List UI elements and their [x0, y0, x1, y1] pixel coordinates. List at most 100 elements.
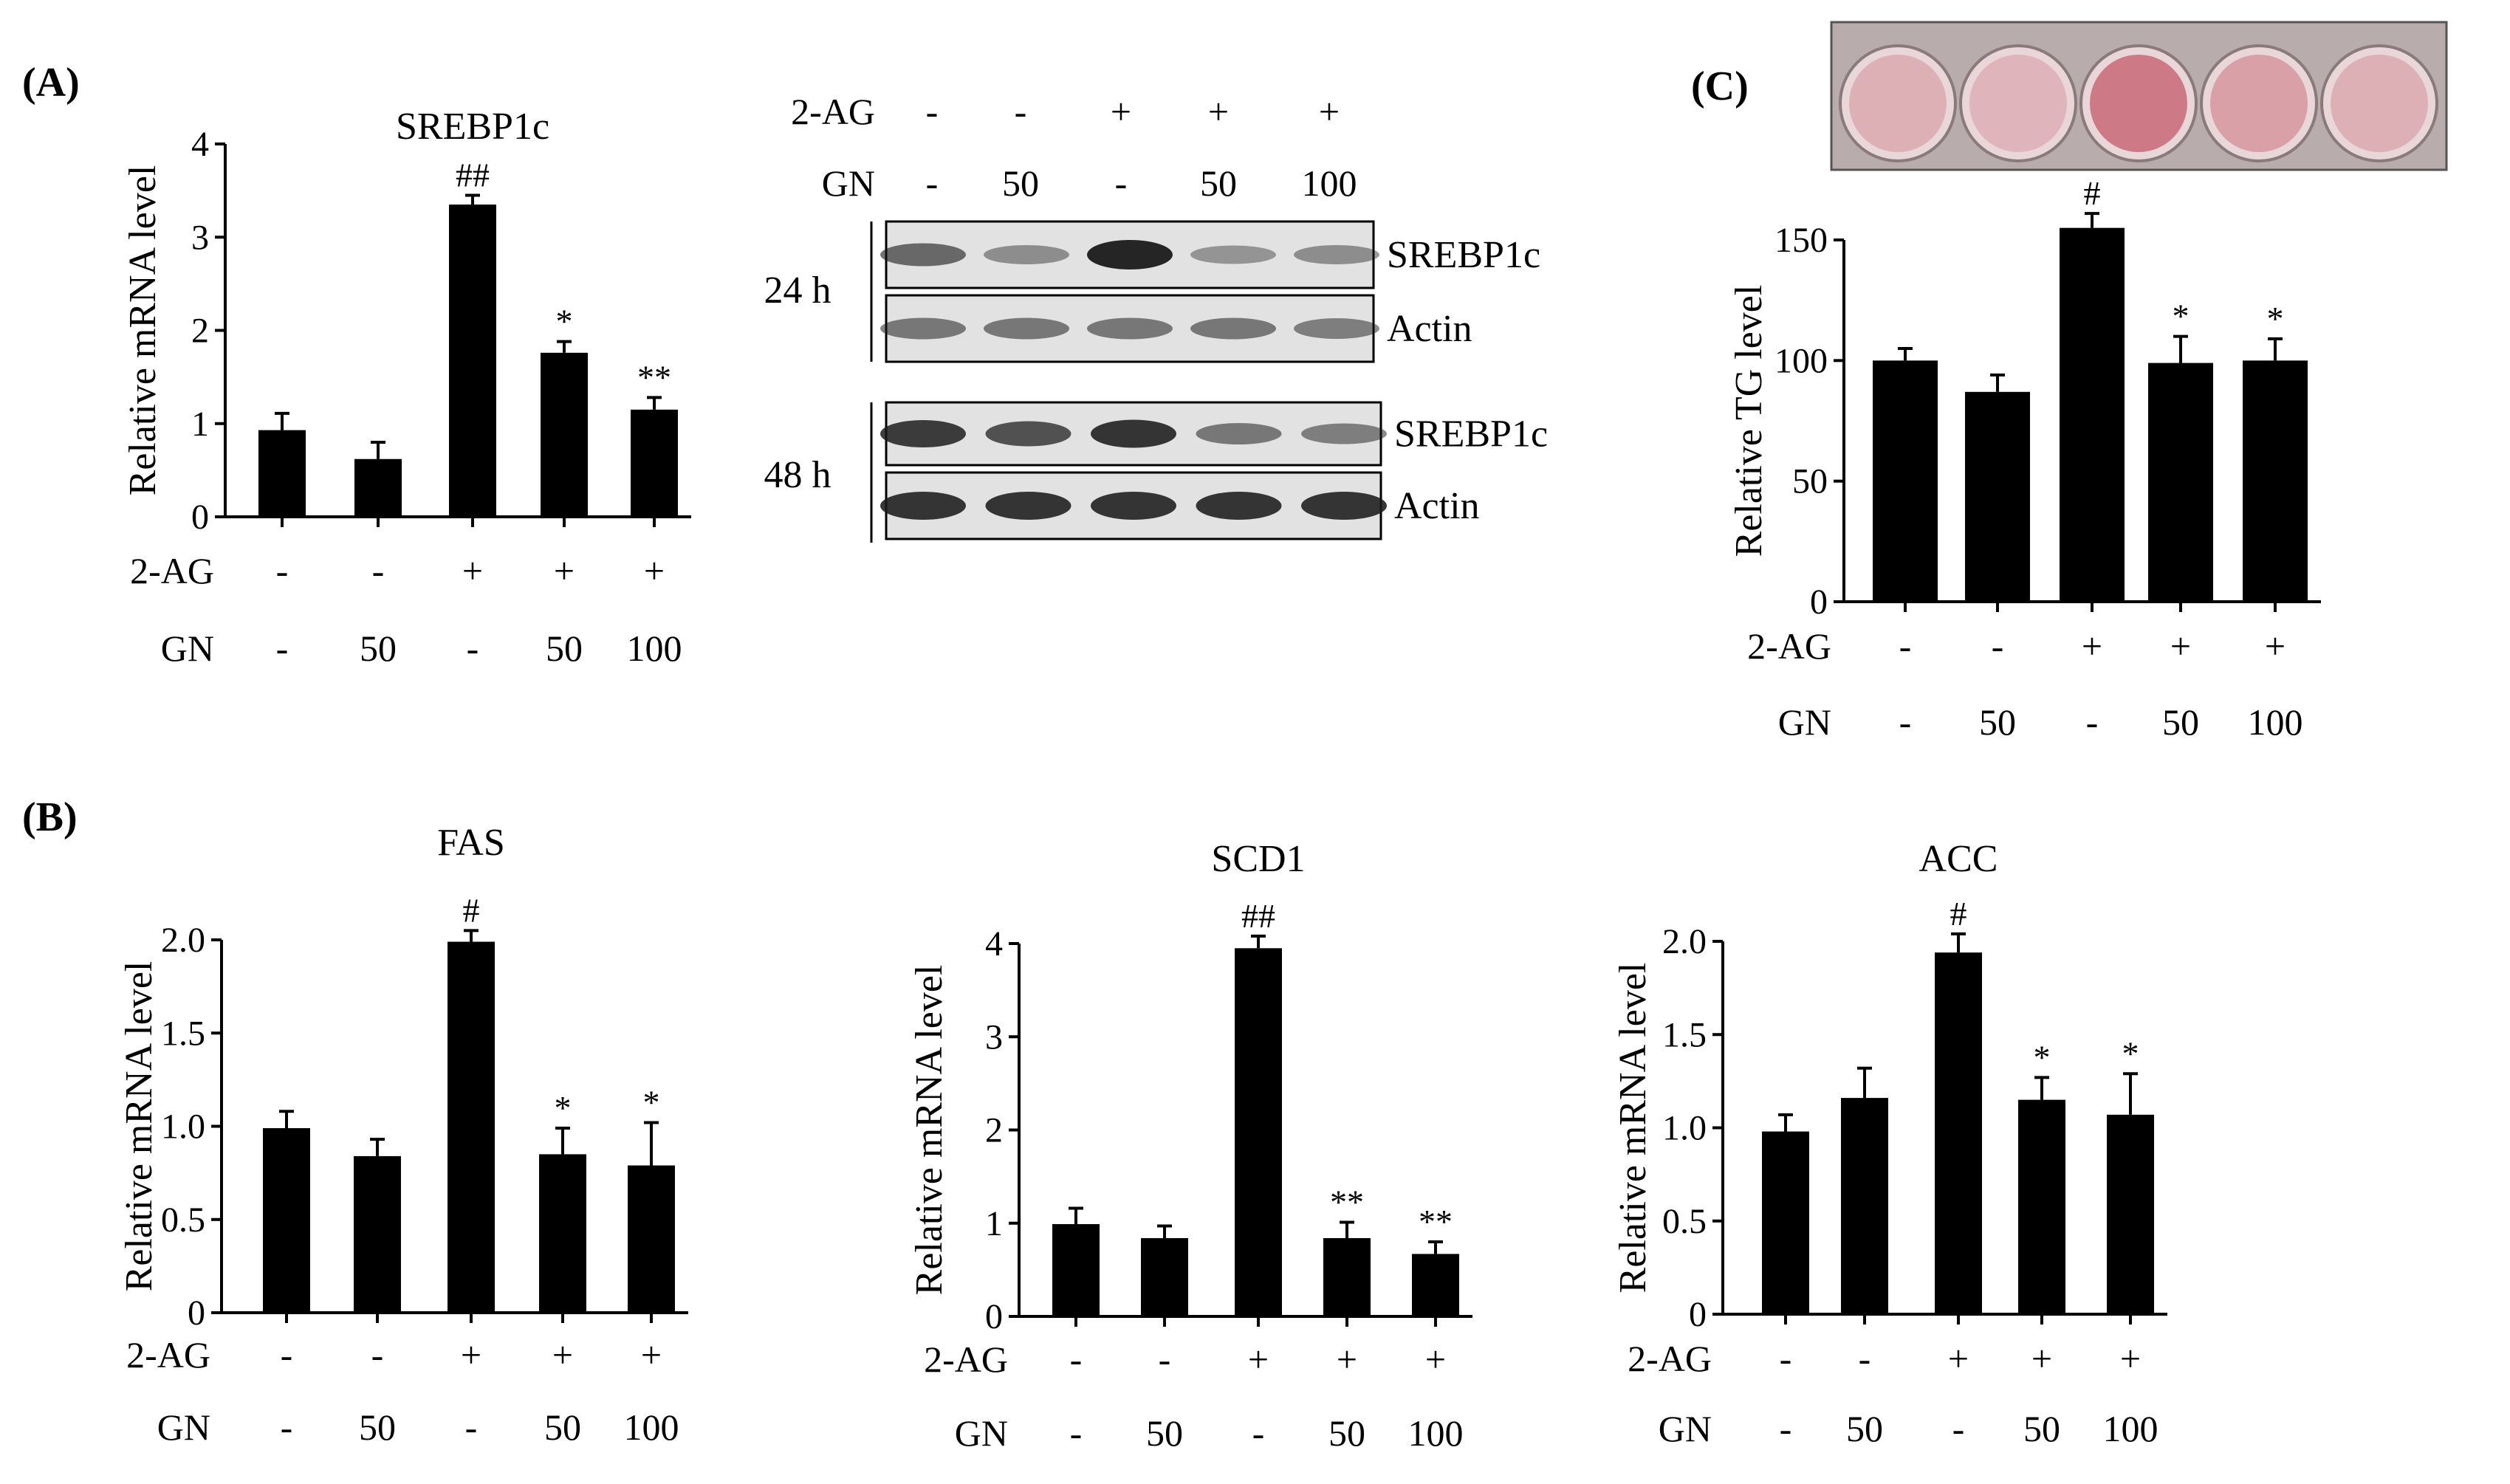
treatment-row-label: GN	[955, 1412, 1008, 1454]
y-tick-label: 0.5	[1662, 1202, 1707, 1241]
bar	[539, 1154, 586, 1313]
well-stain	[2210, 55, 2308, 152]
treatment-value: 100	[627, 628, 682, 669]
treatment-value: +	[461, 1334, 481, 1375]
blot-band	[1301, 492, 1387, 520]
treatment-value: 50	[359, 1406, 396, 1448]
western-row-value: +	[1208, 91, 1229, 132]
treatment-row-label: 2-AG	[130, 550, 214, 591]
chart-title: SREBP1c	[396, 106, 549, 148]
treatment-value: 50	[1328, 1412, 1365, 1454]
treatment-value: -	[372, 550, 385, 591]
blot-band	[1196, 423, 1282, 444]
time-label: 48 h	[764, 454, 831, 496]
treatment-value: +	[554, 550, 575, 591]
y-axis-label: Relative mRNA level	[118, 961, 160, 1292]
western-row-label: 2-AG	[791, 91, 875, 132]
blot-band	[984, 317, 1069, 340]
bar	[263, 1128, 310, 1313]
treatment-value: -	[465, 1406, 478, 1448]
well-stain	[1969, 55, 2067, 152]
y-tick-label: 0	[191, 498, 209, 537]
treatment-value: +	[2120, 1338, 2141, 1379]
treatment-value: +	[1425, 1339, 1446, 1380]
treatment-value: -	[276, 628, 289, 669]
y-tick-label: 2	[191, 312, 209, 351]
significance-mark: **	[637, 358, 671, 396]
western-row-value: +	[1111, 91, 1131, 132]
y-tick-label: 1	[985, 1204, 1003, 1243]
y-tick-label: 2	[985, 1111, 1003, 1150]
bar	[2107, 1114, 2154, 1314]
significance-mark: ##	[1241, 897, 1275, 935]
treatment-row-label: GN	[1778, 701, 1831, 743]
treatment-value: -	[2086, 701, 2099, 743]
y-tick-label: 4	[191, 125, 209, 164]
protein-label: Actin	[1394, 485, 1480, 527]
blot-band	[984, 245, 1069, 264]
y-tick-label: 0	[1689, 1295, 1707, 1334]
treatment-value: -	[1070, 1412, 1083, 1454]
treatment-row-label: GN	[157, 1406, 210, 1448]
treatment-value: -	[1899, 701, 1912, 743]
bar	[1965, 391, 2030, 602]
blot-band	[985, 421, 1071, 447]
blot-band	[1091, 492, 1176, 520]
significance-mark: *	[2267, 300, 2284, 337]
bar	[354, 458, 402, 517]
treatment-value: 50	[2023, 1408, 2060, 1449]
treatment-value: 50	[1846, 1408, 1883, 1449]
treatment-row-label: 2-AG	[1747, 625, 1831, 667]
y-tick-label: 3	[191, 218, 209, 257]
treatment-value: -	[1252, 1412, 1265, 1454]
treatment-value: 100	[2248, 701, 2303, 743]
significance-mark: *	[2173, 298, 2190, 335]
treatment-value: +	[641, 1334, 662, 1375]
protein-label: Actin	[1387, 308, 1472, 350]
western-row-value: -	[926, 91, 939, 132]
y-tick-label: 1.0	[1662, 1109, 1707, 1148]
bar	[2060, 227, 2125, 602]
treatment-value: -	[1859, 1338, 1871, 1379]
western-row-value: -	[926, 162, 939, 204]
treatment-value: -	[1952, 1408, 1965, 1449]
treatment-value: +	[1337, 1339, 1357, 1380]
well	[1959, 44, 2077, 162]
chart-title: ACC	[1919, 838, 1998, 880]
western-row-label: GN	[822, 162, 875, 204]
significance-mark: **	[1330, 1183, 1364, 1220]
treatment-row-label: 2-AG	[924, 1339, 1008, 1380]
well-stain	[2090, 55, 2187, 152]
treatment-value: +	[1248, 1339, 1269, 1380]
treatment-row-label: GN	[1659, 1408, 1712, 1449]
treatment-row-label: 2-AG	[1628, 1338, 1712, 1379]
y-axis-label: Relative mRNA level	[122, 165, 164, 496]
treatment-value: 50	[360, 628, 397, 669]
blot-band	[1087, 240, 1173, 269]
y-tick-label: 1.5	[161, 1014, 205, 1053]
western-row-value: 100	[1302, 162, 1357, 204]
bar	[1762, 1131, 1809, 1314]
bar	[1935, 952, 1982, 1314]
treatment-value: 100	[1408, 1412, 1464, 1454]
bar	[1141, 1237, 1188, 1316]
treatment-row-label: GN	[161, 628, 214, 669]
bar	[1412, 1254, 1459, 1316]
bar	[448, 941, 495, 1313]
significance-mark: #	[463, 891, 480, 929]
treatment-value: +	[552, 1334, 573, 1375]
y-tick-label: 0	[985, 1297, 1003, 1336]
western-row-value: +	[1319, 91, 1340, 132]
treatment-value: -	[1070, 1339, 1083, 1380]
blot-band	[880, 420, 966, 447]
bar	[1323, 1237, 1371, 1316]
bar	[354, 1155, 401, 1313]
blot-band	[1091, 419, 1176, 448]
treatment-value: -	[1159, 1339, 1171, 1380]
time-label: 24 h	[764, 269, 831, 312]
y-tick-label: 1.0	[161, 1107, 205, 1147]
bar	[1873, 360, 1938, 602]
treatment-value: +	[2170, 625, 2191, 667]
